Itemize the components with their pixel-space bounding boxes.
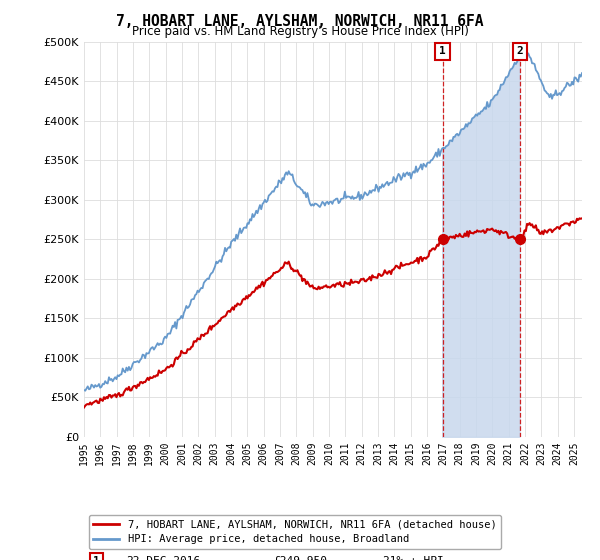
Text: 21% ↓ HPI: 21% ↓ HPI <box>383 556 443 560</box>
Text: 1: 1 <box>439 46 446 57</box>
Text: 22-DEC-2016: 22-DEC-2016 <box>127 556 200 560</box>
Text: £249,950: £249,950 <box>273 556 327 560</box>
Text: 2: 2 <box>517 46 523 57</box>
Text: 7, HOBART LANE, AYLSHAM, NORWICH, NR11 6FA: 7, HOBART LANE, AYLSHAM, NORWICH, NR11 6… <box>116 14 484 29</box>
Text: 1: 1 <box>93 556 100 560</box>
Legend: 7, HOBART LANE, AYLSHAM, NORWICH, NR11 6FA (detached house), HPI: Average price,: 7, HOBART LANE, AYLSHAM, NORWICH, NR11 6… <box>89 515 500 549</box>
Text: Price paid vs. HM Land Registry's House Price Index (HPI): Price paid vs. HM Land Registry's House … <box>131 25 469 38</box>
